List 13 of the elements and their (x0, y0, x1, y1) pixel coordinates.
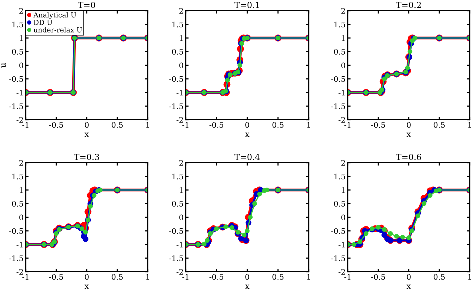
chart-title: T=0.6 (396, 154, 422, 160)
x-axis-title: x (245, 284, 250, 289)
y-axis-title: u (2, 63, 6, 68)
chart-title: T=0 (78, 2, 96, 8)
chart-title: T=0.4 (234, 154, 260, 160)
x-axis-title: x (406, 284, 412, 289)
x-axis-title: x (84, 132, 90, 138)
x-axis-title: x (245, 132, 250, 138)
x-axis-title: x (84, 284, 90, 289)
chart-title: T=0.1 (234, 2, 260, 8)
chart-title: T=0.2 (396, 2, 422, 8)
x-axis-title: x (406, 132, 412, 138)
chart-title: T=0.3 (74, 154, 100, 160)
